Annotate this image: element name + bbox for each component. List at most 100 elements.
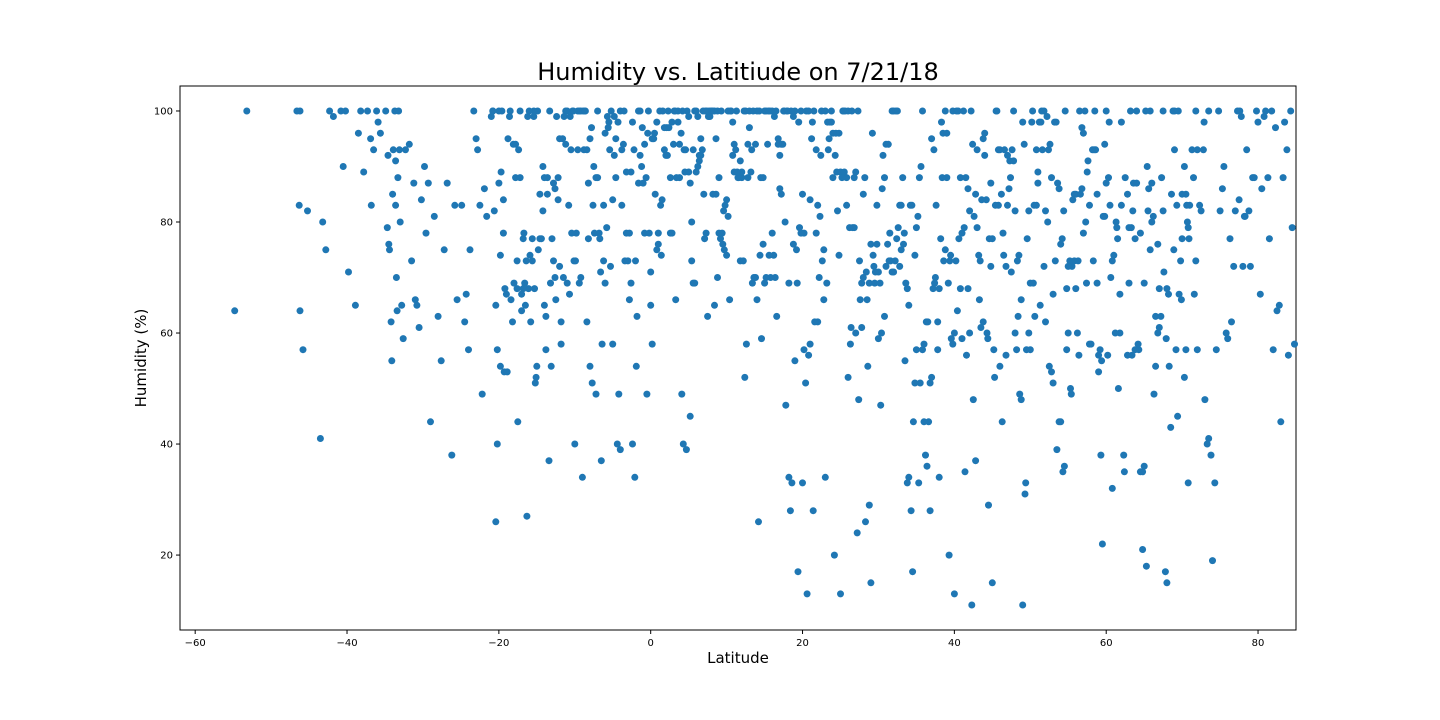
data-point: [304, 207, 311, 215]
data-point: [858, 279, 866, 287]
data-point: [991, 373, 999, 381]
data-point: [566, 290, 573, 298]
data-point: [1114, 385, 1122, 392]
data-point: [1125, 279, 1133, 287]
data-point: [651, 190, 659, 198]
data-point: [856, 296, 864, 304]
data-point: [1160, 268, 1168, 276]
data-point: [752, 140, 759, 148]
data-point: [834, 207, 841, 215]
data-point: [1136, 229, 1144, 237]
data-point: [704, 312, 712, 320]
data-point: [466, 246, 474, 254]
data-point: [1010, 107, 1018, 115]
data-point: [896, 262, 904, 270]
data-point: [1089, 146, 1096, 154]
data-point: [1250, 174, 1258, 182]
data-point: [928, 135, 936, 143]
data-point: [1131, 235, 1139, 243]
data-point: [825, 135, 833, 143]
data-point: [762, 274, 770, 281]
data-point: [1097, 451, 1105, 459]
data-point: [620, 107, 628, 115]
data-point: [497, 168, 505, 176]
data-point: [657, 251, 665, 259]
data-point: [493, 440, 501, 448]
data-point: [322, 246, 330, 254]
data-point: [1161, 568, 1169, 576]
data-point: [641, 140, 649, 148]
data-point: [874, 335, 882, 343]
data-point: [550, 257, 557, 265]
data-point: [914, 212, 922, 220]
data-point: [1083, 279, 1090, 287]
data-point: [1158, 174, 1166, 182]
data-point: [610, 151, 618, 159]
data-point: [384, 151, 392, 159]
data-point: [560, 113, 568, 120]
data-point: [1205, 107, 1213, 115]
data-point: [692, 107, 700, 115]
data-point: [519, 235, 527, 243]
data-point: [1183, 201, 1191, 209]
data-point: [1273, 307, 1281, 315]
data-point: [1014, 312, 1022, 320]
data-point: [678, 390, 686, 398]
data-point: [1035, 118, 1043, 126]
data-point: [387, 318, 395, 326]
data-point: [1211, 479, 1219, 487]
data-point: [525, 107, 533, 115]
data-point: [924, 318, 932, 326]
data-point: [685, 168, 693, 176]
data-point: [1098, 540, 1106, 548]
data-point: [999, 229, 1007, 237]
data-point: [846, 340, 854, 348]
data-point: [1081, 107, 1089, 115]
data-point: [1197, 207, 1205, 215]
data-point: [1108, 257, 1116, 265]
data-point: [550, 179, 557, 187]
data-point: [556, 262, 564, 270]
data-point: [926, 379, 934, 387]
data-point: [603, 224, 611, 232]
data-point: [374, 118, 382, 126]
data-point: [1083, 168, 1091, 176]
data-point: [1218, 185, 1226, 193]
data-point: [1058, 235, 1066, 243]
data-point: [580, 146, 588, 154]
data-point: [658, 196, 666, 204]
data-point: [900, 240, 907, 248]
data-point: [1036, 301, 1044, 309]
x-tick-label: −20: [488, 638, 509, 649]
data-point: [1193, 146, 1201, 154]
data-point: [865, 279, 873, 287]
data-point: [243, 107, 251, 115]
data-point: [946, 257, 954, 265]
data-point: [1067, 385, 1074, 392]
data-point: [1215, 107, 1223, 115]
data-point: [987, 262, 995, 270]
data-point: [985, 501, 992, 509]
data-point: [963, 351, 970, 359]
data-point: [732, 146, 740, 154]
data-point: [540, 301, 548, 309]
data-point: [1054, 179, 1062, 187]
data-point: [563, 279, 571, 287]
data-point: [1281, 118, 1289, 126]
data-point: [601, 129, 609, 137]
data-point: [614, 118, 622, 126]
data-point: [799, 479, 806, 487]
data-point: [601, 279, 609, 287]
data-point: [1029, 279, 1037, 287]
data-point: [533, 362, 541, 370]
data-point: [1275, 301, 1283, 309]
data-point: [947, 335, 955, 343]
data-point: [818, 257, 826, 265]
data-point: [629, 440, 636, 448]
data-point: [949, 340, 957, 348]
y-tick-label: 40: [160, 440, 173, 451]
data-point: [1230, 262, 1238, 270]
data-point: [1165, 362, 1173, 370]
data-point: [1154, 329, 1162, 337]
data-point: [532, 373, 540, 381]
